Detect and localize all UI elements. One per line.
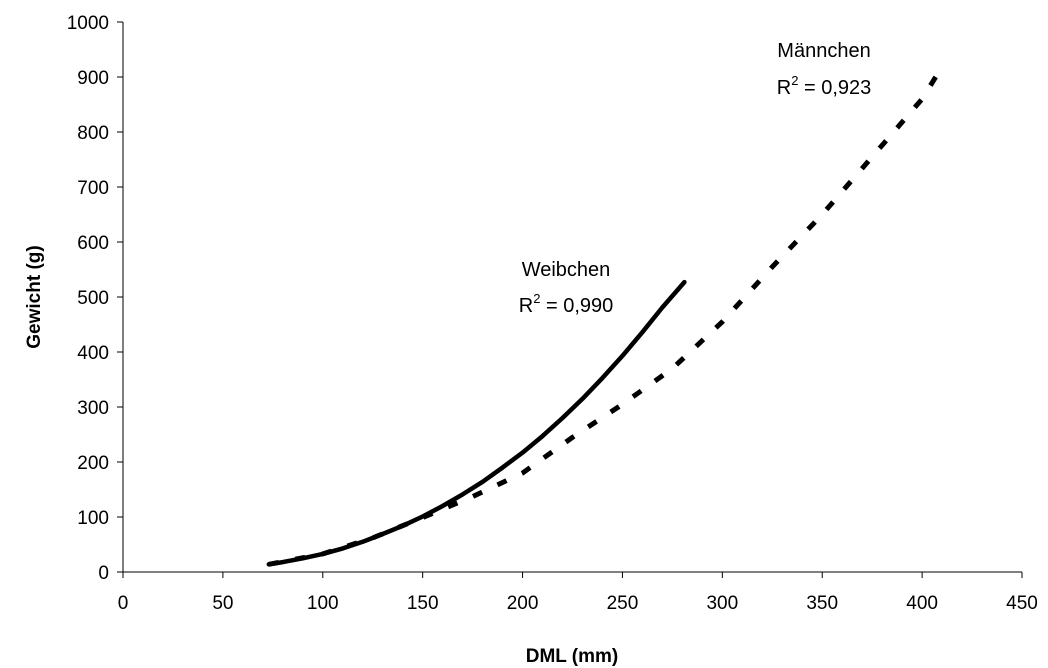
x-tick-label: 450 bbox=[1006, 593, 1038, 614]
y-tick-label: 900 bbox=[77, 68, 109, 89]
x-tick-label: 200 bbox=[507, 593, 539, 614]
annotation-maennchen-r2-prefix: R bbox=[777, 77, 791, 99]
x-axis-title: DML (mm) bbox=[526, 646, 619, 667]
y-tick-label: 400 bbox=[77, 343, 109, 364]
x-tick-label: 300 bbox=[706, 593, 738, 614]
annotation-weibchen-r2-prefix: R bbox=[519, 295, 533, 317]
x-tick-label: 100 bbox=[307, 593, 339, 614]
annotation-weibchen-name: Weibchen bbox=[522, 259, 611, 281]
x-tick-label: 400 bbox=[906, 593, 938, 614]
annotation-maennchen-name: Männchen bbox=[777, 40, 870, 62]
annotation-maennchen-r2-sup: 2 bbox=[791, 73, 798, 88]
annotation-maennchen-r2-value: = 0,923 bbox=[798, 77, 871, 99]
series-line-maennchen bbox=[268, 71, 941, 567]
series-line-weibchen bbox=[266, 279, 687, 567]
y-tick-label: 100 bbox=[77, 508, 109, 529]
x-tick-label: 150 bbox=[407, 593, 439, 614]
annotation-weibchen-r2-sup: 2 bbox=[533, 291, 540, 306]
y-tick-label: 1000 bbox=[67, 13, 109, 34]
y-axis-title: Gewicht (g) bbox=[24, 245, 45, 348]
series-layer bbox=[266, 71, 941, 567]
x-tick-label: 0 bbox=[118, 593, 129, 614]
y-tick-label: 0 bbox=[98, 563, 109, 584]
annotation-weibchen-r2: R2 = 0,990 bbox=[519, 291, 614, 317]
annotation-weibchen-r2-value: = 0,990 bbox=[540, 295, 613, 317]
y-tick-label: 200 bbox=[77, 453, 109, 474]
y-tick-label: 700 bbox=[77, 178, 109, 199]
y-tick-label: 500 bbox=[77, 288, 109, 309]
x-tick-label: 350 bbox=[806, 593, 838, 614]
x-ticks: 0 50 100 150 200 250 300 350 400 450 bbox=[118, 572, 1038, 614]
x-tick-label: 50 bbox=[212, 593, 233, 614]
annotation-maennchen-r2: R2 = 0,923 bbox=[777, 73, 872, 99]
y-ticks: 0 100 200 300 400 500 600 700 800 900 1000 bbox=[67, 13, 123, 584]
x-tick-label: 250 bbox=[607, 593, 639, 614]
y-tick-label: 300 bbox=[77, 398, 109, 419]
y-tick-label: 600 bbox=[77, 233, 109, 254]
y-tick-label: 800 bbox=[77, 123, 109, 144]
